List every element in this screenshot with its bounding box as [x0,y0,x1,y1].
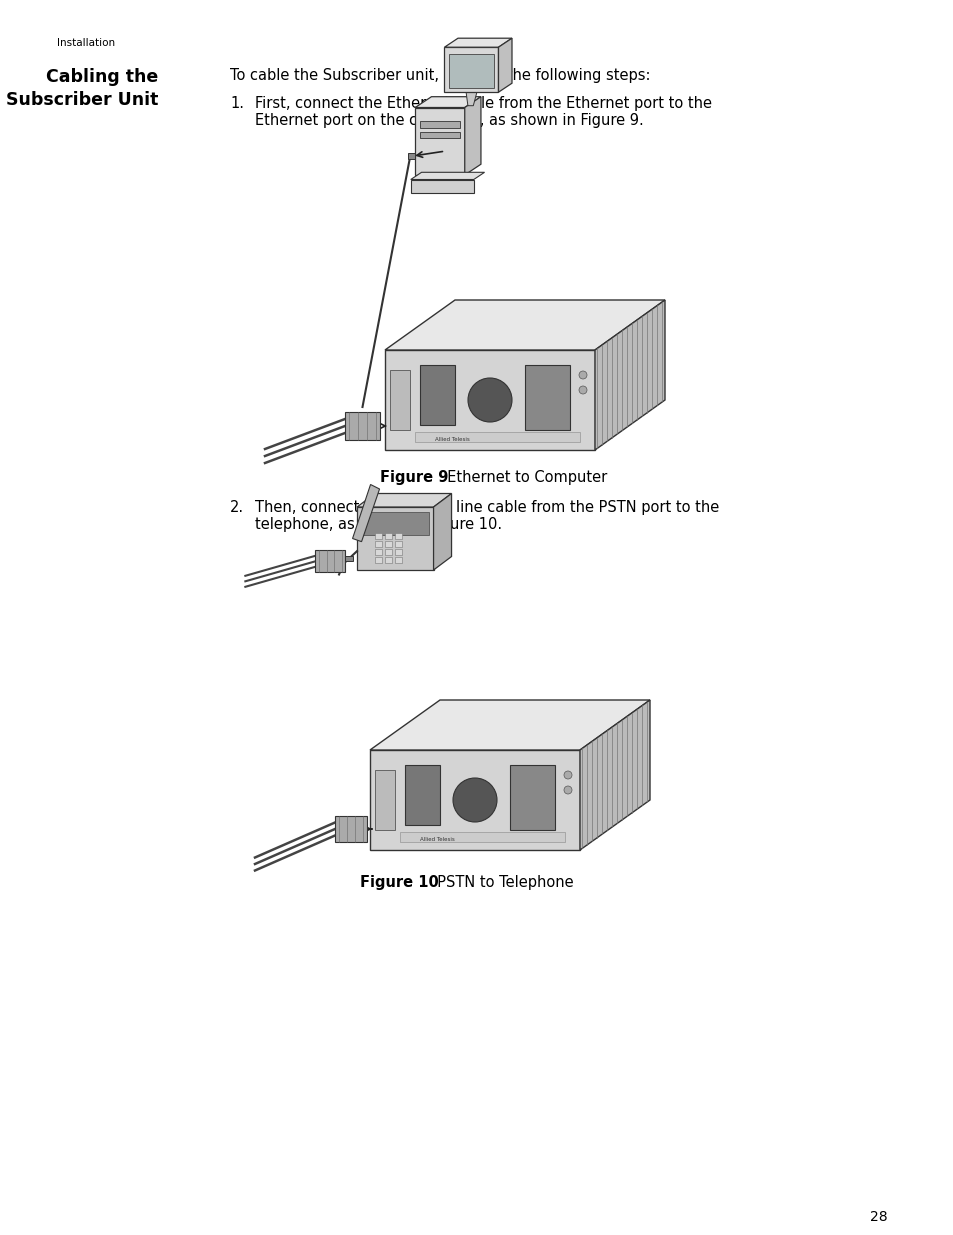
Text: Allied Telesis: Allied Telesis [419,837,455,842]
Text: Figure 9: Figure 9 [379,471,448,485]
Circle shape [468,378,512,422]
Circle shape [578,387,586,394]
Polygon shape [433,494,451,571]
Polygon shape [385,350,595,450]
Polygon shape [415,96,480,107]
Polygon shape [399,832,564,842]
Polygon shape [464,96,480,175]
Polygon shape [345,556,353,561]
Polygon shape [385,534,392,538]
Polygon shape [415,432,579,442]
Text: Ethernet to Computer: Ethernet to Computer [437,471,607,485]
Polygon shape [595,300,664,450]
Polygon shape [375,557,382,563]
Text: To cable the Subscriber unit, perform the following steps:: To cable the Subscriber unit, perform th… [230,68,650,83]
Text: PSTN to Telephone: PSTN to Telephone [428,876,573,890]
Polygon shape [419,121,459,127]
Polygon shape [579,700,649,850]
Polygon shape [345,412,379,440]
Polygon shape [395,557,401,563]
Polygon shape [449,54,494,88]
Text: 2.: 2. [230,500,244,515]
Polygon shape [390,370,410,430]
Circle shape [578,370,586,379]
Text: Figure 10: Figure 10 [359,876,438,890]
Text: First, connect the Ethernet cable from the Ethernet port to the
Ethernet port on: First, connect the Ethernet cable from t… [254,96,711,128]
Polygon shape [375,541,382,547]
Polygon shape [385,541,392,547]
Polygon shape [361,511,429,535]
Text: Allied Telesis: Allied Telesis [435,437,469,442]
Polygon shape [375,550,382,555]
Text: Subscriber Unit: Subscriber Unit [6,91,158,109]
Polygon shape [370,750,579,850]
Polygon shape [415,107,464,175]
Polygon shape [408,153,415,159]
Polygon shape [375,769,395,830]
Circle shape [453,778,497,823]
Polygon shape [375,534,382,538]
Polygon shape [315,551,345,572]
Polygon shape [356,508,433,571]
Text: 28: 28 [869,1210,886,1224]
Polygon shape [419,366,455,425]
Polygon shape [510,764,555,830]
Text: Then, connect a telephone line cable from the PSTN port to the
telephone, as sho: Then, connect a telephone line cable fro… [254,500,719,532]
Polygon shape [466,93,476,106]
Polygon shape [395,550,401,555]
Polygon shape [444,38,512,47]
Polygon shape [395,541,401,547]
Polygon shape [385,300,664,350]
Polygon shape [411,173,484,179]
Polygon shape [498,38,512,93]
Polygon shape [370,700,649,750]
Polygon shape [356,494,451,508]
Polygon shape [419,132,459,138]
Text: Cabling the: Cabling the [46,68,158,86]
Polygon shape [411,179,474,193]
Polygon shape [524,366,569,430]
Text: 1.: 1. [230,96,244,111]
Text: Installation: Installation [57,38,115,48]
Polygon shape [405,764,439,825]
Circle shape [563,771,572,779]
Polygon shape [385,550,392,555]
Polygon shape [385,557,392,563]
Polygon shape [444,47,498,93]
Polygon shape [335,816,367,842]
Polygon shape [395,534,401,538]
Polygon shape [353,484,379,542]
Circle shape [563,785,572,794]
